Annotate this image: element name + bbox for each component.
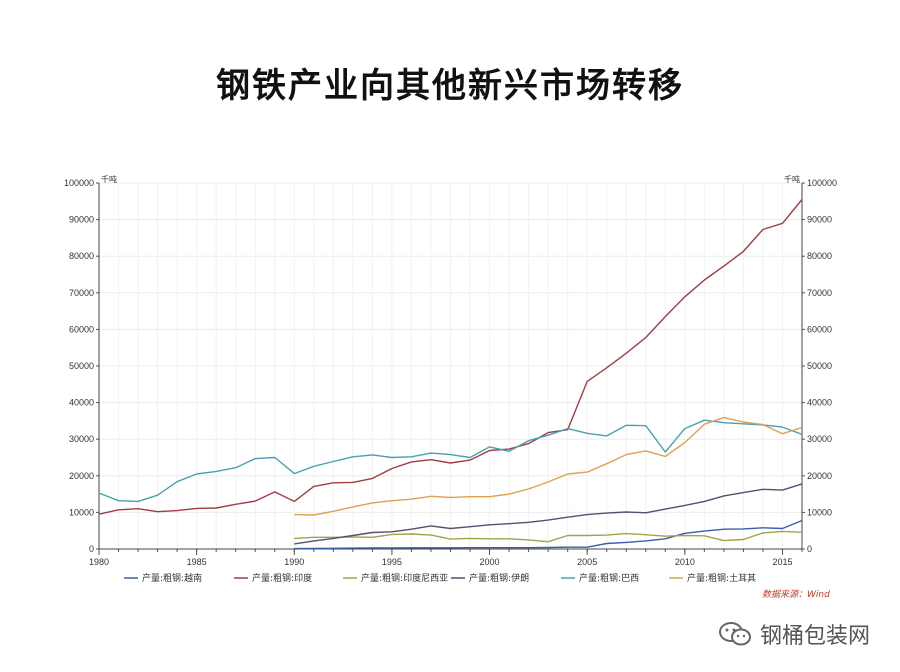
- x-tick-label: 1980: [89, 557, 109, 567]
- y-tick-label-left: 50000: [69, 361, 94, 371]
- y-tick-label-left: 60000: [69, 324, 94, 334]
- legend-label-1: 产量:粗钢:印度: [252, 572, 312, 584]
- series-line-5: [294, 416, 803, 516]
- y-tick-label-right: 10000: [807, 507, 832, 517]
- legend-label-3: 产量:粗钢:伊朗: [469, 572, 529, 584]
- legend-label-4: 产量:粗钢:巴西: [579, 572, 639, 584]
- y-tick-label-left: 20000: [69, 471, 94, 481]
- page-title: 钢铁产业向其他新兴市场转移: [216, 66, 684, 106]
- y-tick-label-right: 20000: [807, 471, 832, 481]
- y-tick-label-right: 90000: [807, 215, 832, 225]
- legend-label-2: 产量:粗钢:印度尼西亚: [361, 572, 448, 584]
- y-tick-label-right: 70000: [807, 288, 832, 298]
- y-tick-label-right: 50000: [807, 361, 832, 371]
- series-line-2: [294, 530, 803, 543]
- y-tick-label-right: 0: [807, 544, 812, 554]
- series-line-3: [294, 483, 803, 545]
- series-line-4: [98, 419, 803, 503]
- axes: 0 0 10000 10000 20000 20000 30000 30000 40000 400…: [64, 174, 837, 567]
- legend-label-0: 产量:粗钢:越南: [142, 572, 202, 584]
- y-tick-label-left: 100000: [64, 178, 94, 188]
- series-line-0: [294, 519, 803, 550]
- x-tick-label: 2005: [577, 557, 597, 567]
- x-tick-label: 2010: [675, 557, 695, 567]
- y-tick-label-left: 30000: [69, 434, 94, 444]
- right-unit-label: 千吨: [784, 174, 800, 184]
- x-tick-label: 1990: [284, 557, 304, 567]
- y-tick-label-left: 90000: [69, 215, 94, 225]
- x-tick-label: 2000: [480, 557, 500, 567]
- grid-lines: [98, 182, 803, 550]
- y-tick-label-right: 80000: [807, 251, 832, 261]
- series-line-1: [98, 199, 803, 515]
- watermark-text: 钢桶包装网: [760, 624, 871, 649]
- watermark: 钢桶包装网: [718, 618, 870, 650]
- source-note: 数据来源：Wind: [762, 589, 830, 600]
- y-tick-label-left: 80000: [69, 251, 94, 261]
- left-unit-label: 千吨: [101, 174, 117, 184]
- y-tick-label-left: 10000: [69, 507, 94, 517]
- legend: 产量:粗钢:越南 产量:粗钢:印度 产量:粗钢:印度尼西亚 产量:粗钢:伊朗 产量:粗钢…: [124, 572, 756, 584]
- y-tick-label-left: 0: [89, 544, 94, 554]
- y-tick-label-left: 40000: [69, 398, 94, 408]
- x-tick-label: 2015: [772, 557, 792, 567]
- x-tick-label: 1985: [187, 557, 207, 567]
- y-tick-label-right: 100000: [807, 178, 837, 188]
- legend-label-5: 产量:粗钢:土耳其: [687, 572, 756, 584]
- wechat-icon: [718, 621, 752, 647]
- y-tick-label-left: 70000: [69, 288, 94, 298]
- y-tick-label-right: 40000: [807, 398, 832, 408]
- y-tick-label-right: 60000: [807, 324, 832, 334]
- x-tick-label: 1995: [382, 557, 402, 567]
- series-lines: [98, 199, 803, 550]
- y-tick-label-right: 30000: [807, 434, 832, 444]
